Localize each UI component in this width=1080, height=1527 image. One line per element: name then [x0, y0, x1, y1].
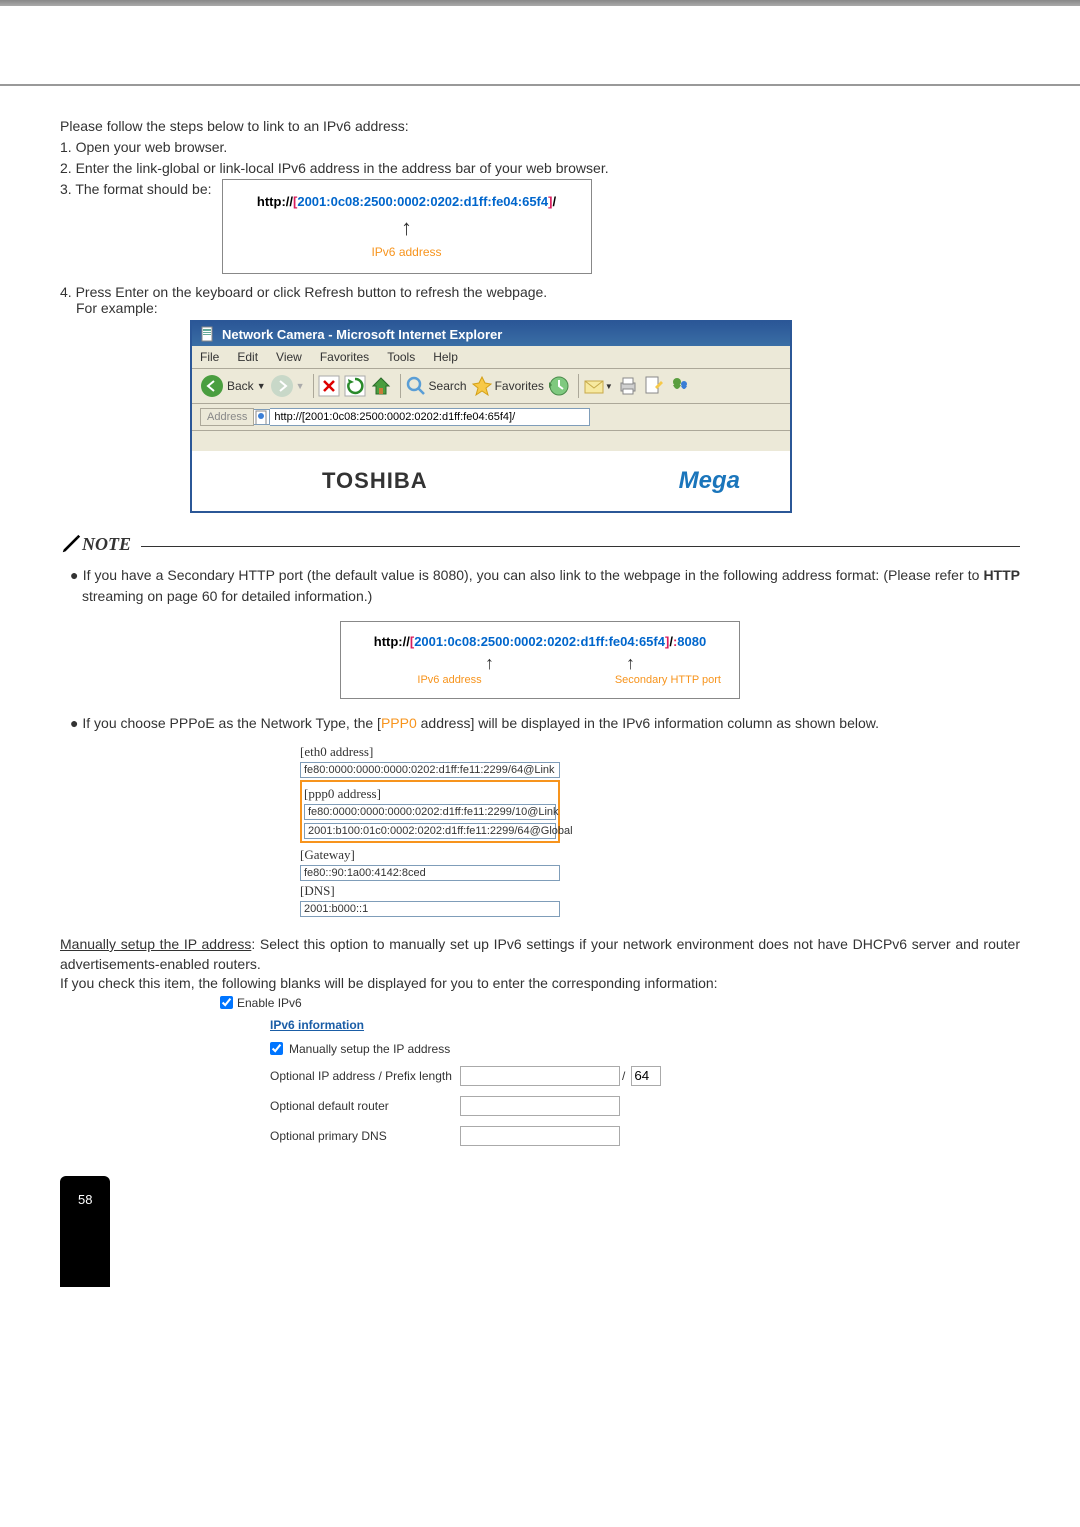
pencil-icon [60, 533, 82, 555]
menu-file[interactable]: File [200, 350, 219, 364]
dns-label: [DNS] [300, 881, 560, 901]
enable-ipv6-row: Enable IPv6 [220, 996, 1020, 1010]
history-button[interactable] [548, 375, 570, 397]
ipv6-info-table: [eth0 address] fe80:0000:0000:0000:0202:… [300, 742, 560, 917]
favorites-button[interactable]: Favorites [471, 375, 544, 397]
gateway-value: fe80::90:1a00:4142:8ced [300, 865, 560, 881]
refresh-button[interactable] [344, 375, 366, 397]
manual-ip-label: Manually setup the IP address [289, 1042, 450, 1056]
step-3: 3. The format should be: [60, 179, 212, 200]
ipv6-info-form: IPv6 information Manually setup the IP a… [270, 1018, 1020, 1146]
back-button[interactable]: Back ▼ [200, 374, 266, 398]
ip-address-input[interactable] [460, 1066, 620, 1086]
step-1: 1. Open your web browser. [60, 137, 1020, 158]
menu-favorites[interactable]: Favorites [320, 350, 369, 364]
note-header: NOTE [60, 533, 1020, 555]
enable-ipv6-label: Enable IPv6 [237, 996, 302, 1010]
address-input[interactable] [270, 408, 590, 426]
step4-line1: 4. Press Enter on the keyboard or click … [60, 284, 1020, 300]
url-ipv6: 2001:0c08:2500:0002:0202:d1ff:fe04:65f4 [297, 194, 548, 209]
content-area: Please follow the steps below to link to… [0, 86, 1080, 1176]
search-button[interactable]: Search [405, 375, 467, 397]
ie-page-icon [200, 326, 216, 342]
enable-ipv6-checkbox[interactable] [220, 996, 233, 1009]
primary-dns-input[interactable] [460, 1126, 620, 1146]
address-label: Address [200, 408, 254, 426]
menu-view[interactable]: View [276, 350, 302, 364]
default-router-input[interactable] [460, 1096, 620, 1116]
page-number: 58 [60, 1176, 110, 1287]
url-prefix: http:// [257, 194, 293, 209]
note-line [141, 546, 1020, 547]
secondary-port-label: Secondary HTTP port [540, 674, 721, 686]
toshiba-logo: TOSHIBA [322, 468, 428, 494]
messenger-icon[interactable] [669, 375, 691, 397]
url-format-box-2: http://[2001:0c08:2500:0002:0202:d1ff:fe… [340, 621, 740, 699]
print-button[interactable] [617, 375, 639, 397]
eth0-label: [eth0 address] [300, 742, 560, 762]
step4-line2: For example: [60, 300, 1020, 316]
footer: 58 [0, 1176, 1080, 1296]
header-band [0, 6, 1080, 86]
url-format-box: http://[2001:0c08:2500:0002:0202:d1ff:fe… [222, 179, 592, 274]
gateway-label: [Gateway] [300, 845, 560, 865]
ie-body-divider [192, 431, 790, 451]
stop-button[interactable] [318, 375, 340, 397]
ipv6-label: IPv6 address [359, 674, 540, 686]
intro-line: Please follow the steps below to link to… [60, 116, 1020, 137]
arrow-up-icon: ↑ [626, 653, 635, 674]
prefix-length-input[interactable] [631, 1066, 661, 1086]
manual-ip-checkbox[interactable] [270, 1042, 283, 1055]
mega-logo: Mega [679, 467, 740, 495]
ie-address-bar: Address [192, 404, 790, 431]
ie-title-bar: Network Camera - Microsoft Internet Expl… [192, 322, 790, 346]
eth0-value: fe80:0000:0000:0000:0202:d1ff:fe11:2299/… [300, 762, 560, 778]
note-bullet-1: If you have a Secondary HTTP port (the d… [60, 565, 1020, 607]
primary-dns-label: Optional primary DNS [270, 1129, 460, 1143]
ppp0-highlight: [ppp0 address] fe80:0000:0000:0000:0202:… [300, 780, 560, 843]
ie-toolbar: Back ▼ ▼ Search [192, 369, 790, 404]
manual-setup-section: Manually setup the IP address: Select th… [60, 935, 1020, 994]
arrow-up-icon: ↑ [485, 653, 494, 674]
ipv6-address-label: IPv6 address [247, 245, 567, 259]
ie-menu-bar: File Edit View Favorites Tools Help [192, 346, 790, 369]
ppp0-label: [ppp0 address] [304, 784, 556, 804]
menu-help[interactable]: Help [433, 350, 458, 364]
dns-value: 2001:b000::1 [300, 901, 560, 917]
arrow-up-icon: ↑ [247, 215, 567, 241]
manual-title: Manually setup the IP address [60, 936, 251, 952]
step-4: 4. Press Enter on the keyboard or click … [60, 284, 1020, 316]
home-button[interactable] [370, 375, 392, 397]
ie-window: Network Camera - Microsoft Internet Expl… [190, 320, 792, 513]
edit-button[interactable] [643, 375, 665, 397]
url-suffix: / [552, 194, 556, 209]
menu-tools[interactable]: Tools [387, 350, 415, 364]
default-router-label: Optional default router [270, 1099, 460, 1113]
intro-steps: Please follow the steps below to link to… [60, 116, 1020, 274]
forward-button[interactable]: ▼ [270, 374, 305, 398]
ie-addr-icon [254, 409, 270, 425]
mail-button[interactable]: ▼ [583, 375, 613, 397]
ipv6-info-header: IPv6 information [270, 1018, 1020, 1032]
ie-title-text: Network Camera - Microsoft Internet Expl… [222, 327, 502, 342]
ppp0-value-2: 2001:b100:01c0:0002:0202:d1ff:fe11:2299/… [304, 823, 556, 839]
menu-edit[interactable]: Edit [237, 350, 258, 364]
ppp0-value-1: fe80:0000:0000:0000:0202:d1ff:fe11:2299/… [304, 804, 556, 820]
ie-page-content: TOSHIBA Mega [192, 451, 790, 511]
note-label: NOTE [82, 534, 131, 555]
ip-prefix-label: Optional IP address / Prefix length [270, 1069, 460, 1083]
note-bullet-2: If you choose PPPoE as the Network Type,… [60, 713, 1020, 734]
step-2: 2. Enter the link-global or link-local I… [60, 158, 1020, 179]
